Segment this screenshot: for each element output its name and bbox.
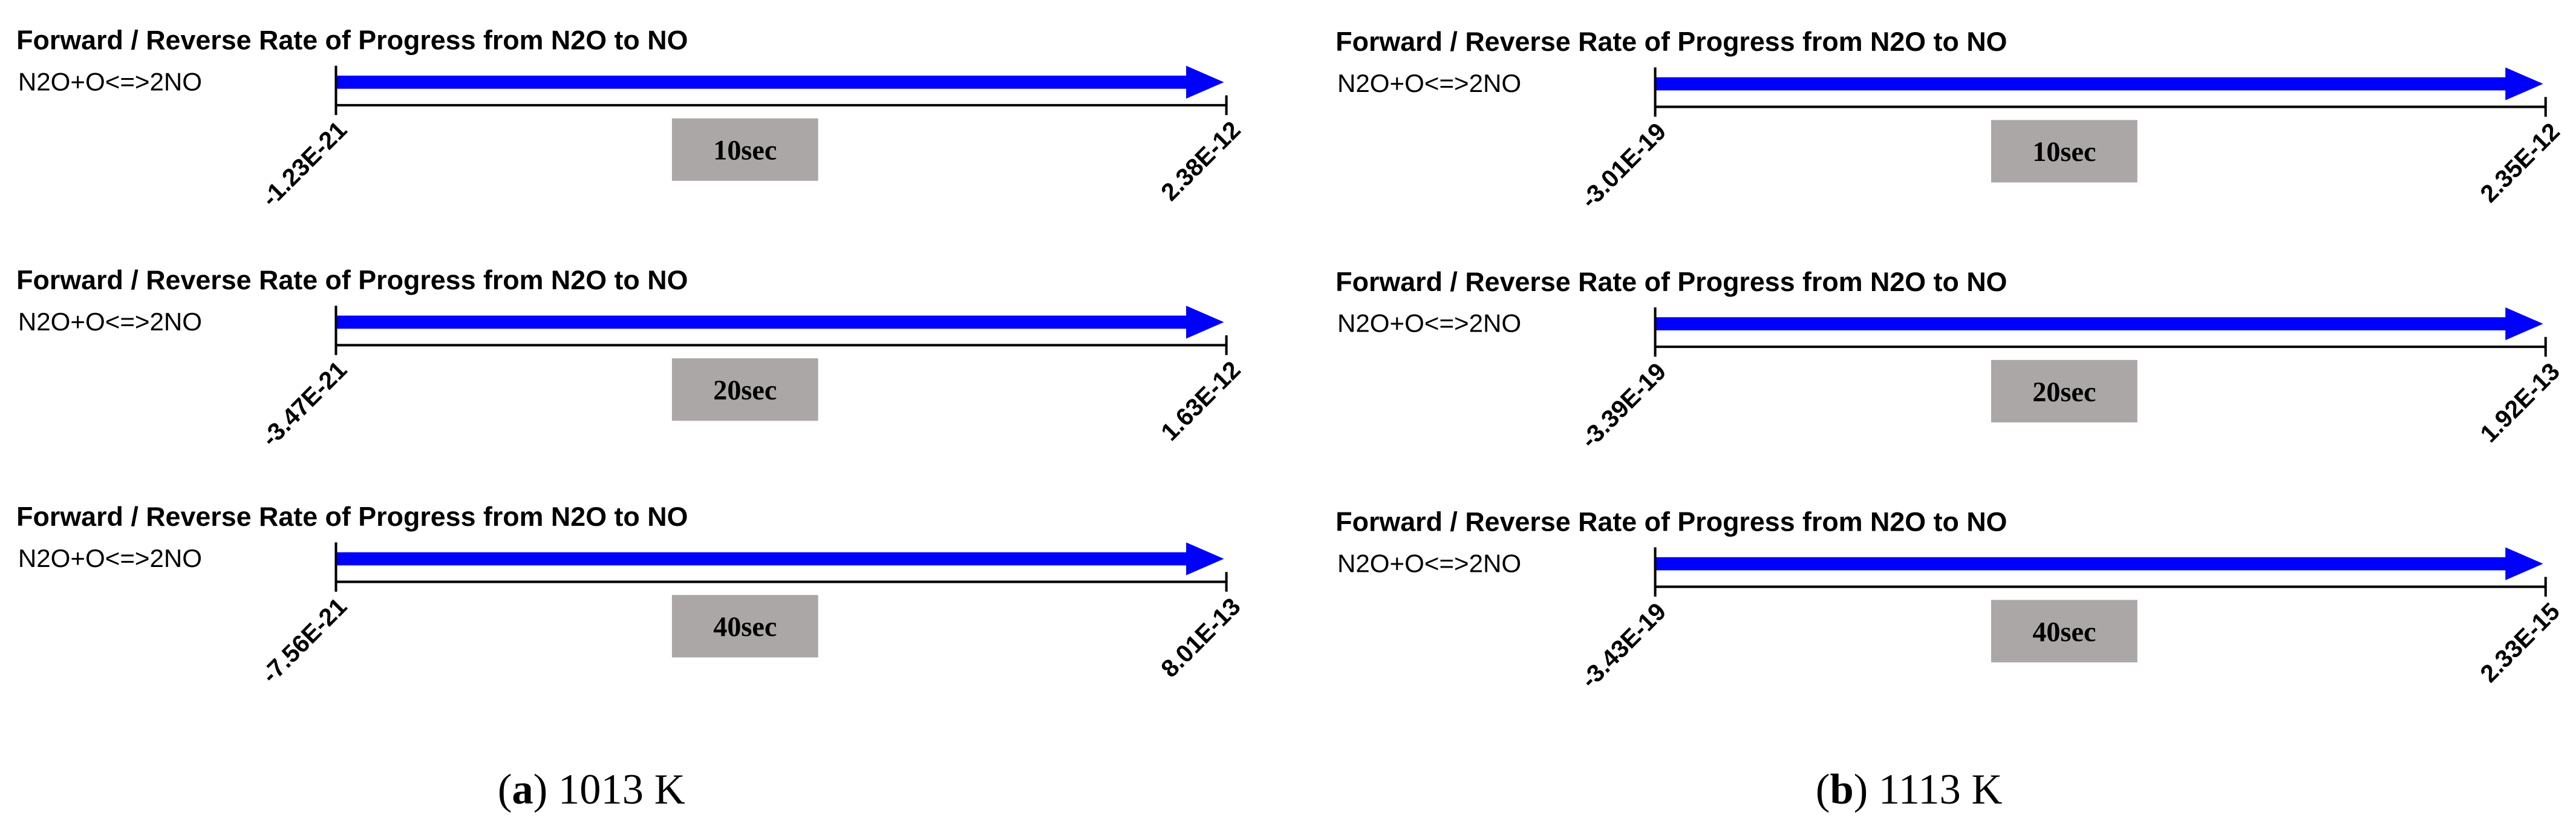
arrow-shaft <box>1654 557 2512 571</box>
reaction: N2O+O<=>2NO <box>1337 309 1521 338</box>
reaction: N2O+O<=>2NO <box>18 544 202 572</box>
max-label: 8.01E-13 <box>1155 592 1245 683</box>
reaction: N2O+O<=>2NO <box>18 307 202 336</box>
arrow-shaft <box>335 315 1193 329</box>
time-label: 10sec <box>2032 136 2096 167</box>
max-label: 1.63E-12 <box>1155 356 1245 446</box>
row-title: Forward / Reverse Rate of Progress from … <box>1335 267 2007 297</box>
time-box <box>1991 359 2137 423</box>
min-label: -3.01E-19 <box>1575 117 1671 214</box>
caption-open: ( <box>498 766 512 813</box>
arrow-shaft <box>1654 77 2512 91</box>
max-label: 1.92E-13 <box>2474 357 2565 447</box>
panel: Forward / Reverse Rate of Progress from … <box>16 25 1246 814</box>
row-title: Forward / Reverse Rate of Progress from … <box>1335 27 2007 57</box>
min-label: -3.47E-21 <box>256 356 352 452</box>
rate-row: Forward / Reverse Rate of Progress from … <box>16 25 1246 212</box>
max-label: 2.38E-12 <box>1155 116 1245 206</box>
time-label: 20sec <box>2032 376 2096 407</box>
arrow-head <box>2505 547 2543 580</box>
arrow-shaft <box>335 552 1193 566</box>
arrow-head <box>1186 65 1224 99</box>
rate-row: Forward / Reverse Rate of Progress from … <box>1335 506 2565 693</box>
time-label: 40sec <box>713 611 777 642</box>
time-box <box>671 118 818 181</box>
min-label: -3.43E-19 <box>1575 597 1671 693</box>
time-label: 20sec <box>713 375 777 405</box>
row-title: Forward / Reverse Rate of Progress from … <box>16 265 688 295</box>
max-label: 2.35E-12 <box>2474 117 2565 208</box>
arrow-head <box>2505 307 2543 341</box>
max-label: 2.33E-15 <box>2474 597 2565 687</box>
caption-open: ( <box>1816 766 1830 813</box>
arrow-head <box>1186 542 1224 575</box>
reaction: N2O+O<=>2NO <box>1337 69 1521 97</box>
reaction: N2O+O<=>2NO <box>18 67 202 96</box>
reaction: N2O+O<=>2NO <box>1337 549 1521 577</box>
rate-row: Forward / Reverse Rate of Progress from … <box>1335 267 2565 454</box>
rate-row: Forward / Reverse Rate of Progress from … <box>16 265 1246 452</box>
time-box <box>1991 120 2137 183</box>
row-title: Forward / Reverse Rate of Progress from … <box>16 502 688 532</box>
caption-label: a <box>512 766 533 813</box>
arrow-head <box>2505 67 2543 100</box>
arrow-shaft <box>335 75 1193 89</box>
row-title: Forward / Reverse Rate of Progress from … <box>16 25 688 56</box>
panel: Forward / Reverse Rate of Progress from … <box>1335 27 2565 813</box>
arrow-head <box>1186 306 1224 339</box>
min-label: -7.56E-21 <box>256 592 352 689</box>
min-label: -1.23E-21 <box>256 116 352 212</box>
rate-row: Forward / Reverse Rate of Progress from … <box>16 502 1246 689</box>
rate-row: Forward / Reverse Rate of Progress from … <box>1335 27 2565 214</box>
arrow-shaft <box>1654 317 2512 330</box>
time-label: 40sec <box>2032 616 2096 647</box>
time-box <box>1991 600 2137 663</box>
time-label: 10sec <box>713 135 777 166</box>
time-box <box>671 358 818 421</box>
panel-caption: (b) 1113 K <box>1816 766 2003 813</box>
panel-caption: (a) 1013 K <box>498 766 685 813</box>
caption-label: b <box>1830 766 1853 813</box>
caption-text: ) 1113 K <box>1854 766 2003 813</box>
row-title: Forward / Reverse Rate of Progress from … <box>1335 506 2007 537</box>
caption-text: ) 1013 K <box>533 766 685 813</box>
time-box <box>671 595 818 658</box>
min-label: -3.39E-19 <box>1575 357 1671 453</box>
